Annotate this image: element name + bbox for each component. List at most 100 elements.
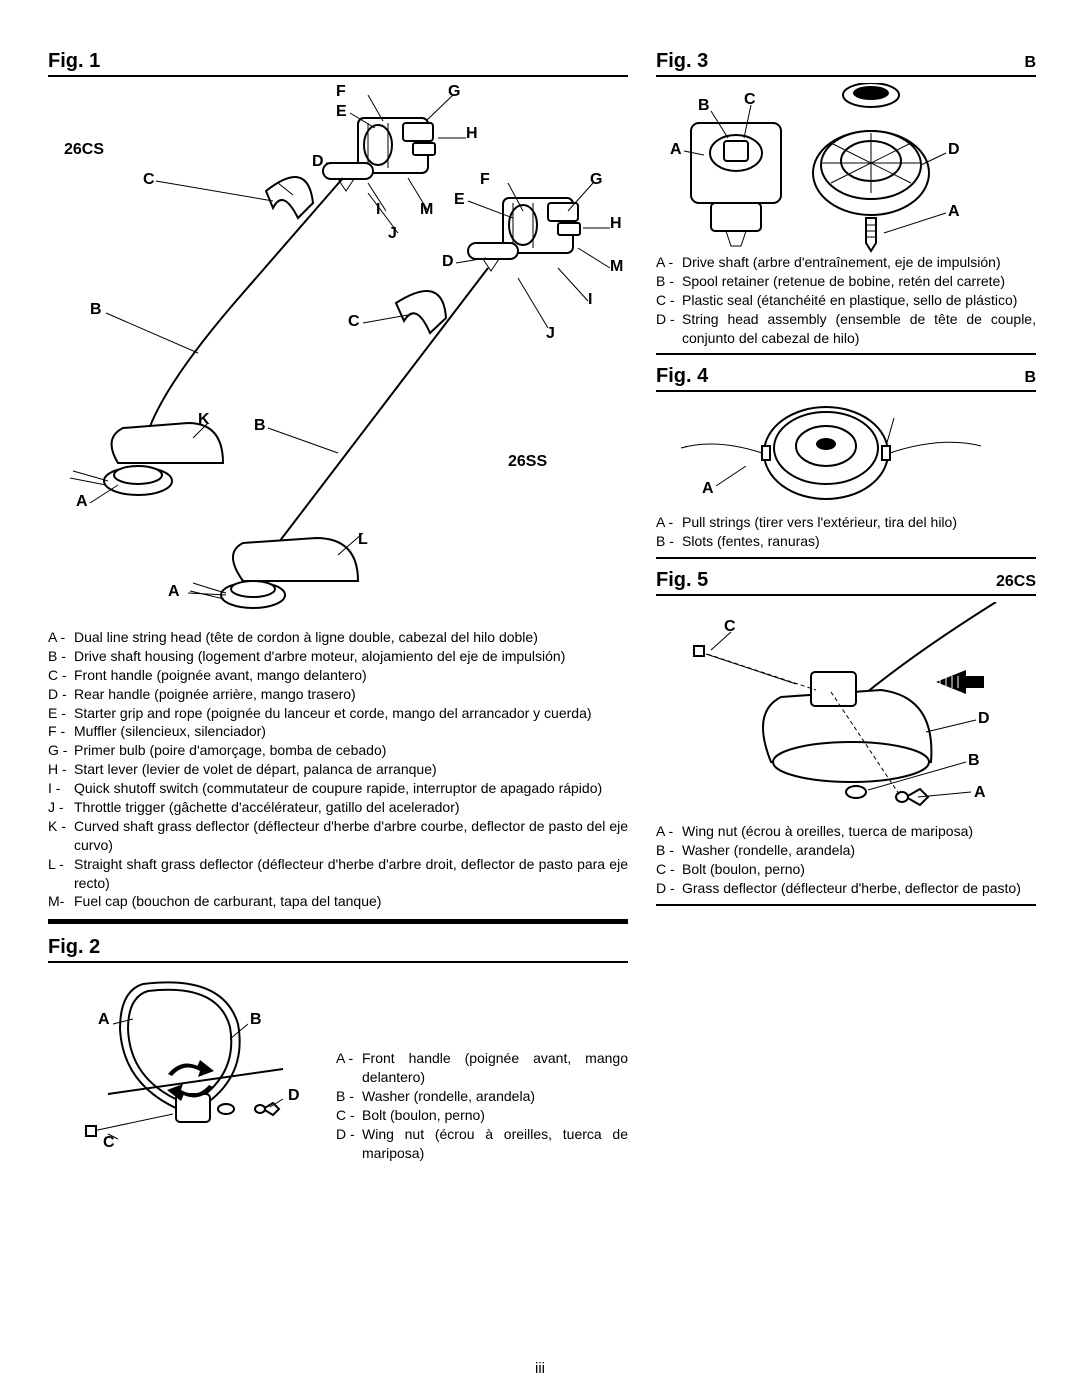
- fig5-title: Fig. 5: [656, 569, 708, 592]
- legend-row: A -Dual line string head (tête de cordon…: [48, 628, 628, 647]
- legend-row: I -Quick shutoff switch (commutateur de …: [48, 779, 628, 798]
- fig1-svg: [48, 83, 628, 628]
- legend-row: F -Muffler (silencieux, silenciador): [48, 722, 628, 741]
- legend-key: B -: [48, 647, 74, 666]
- legend-key: G -: [48, 741, 74, 760]
- fig3-header: Fig. 3 B: [656, 50, 1036, 77]
- fig1-header: Fig. 1: [48, 50, 628, 77]
- legend-key: A -: [656, 822, 682, 841]
- fig2-wrap: A B C D A -Front handle (poignée avant, …: [48, 969, 628, 1162]
- left-column: Fig. 1 26CS 26SS: [48, 50, 628, 1330]
- fig1-legend: A -Dual line string head (tête de cordon…: [48, 628, 628, 911]
- legend-row: K -Curved shaft grass deflector (déflect…: [48, 817, 628, 855]
- fig2-diagram: A B C D: [48, 969, 318, 1149]
- divider: [656, 904, 1036, 906]
- legend-key: D -: [336, 1125, 362, 1163]
- legend-row: D -String head assembly (ensemble de têt…: [656, 310, 1036, 348]
- legend-text: Plastic seal (étanchéité en plastique, s…: [682, 291, 1036, 310]
- fig5-diagram: C D B A: [656, 602, 1036, 822]
- legend-key: B -: [656, 532, 682, 551]
- fig3-legend: A -Drive shaft (arbre d'entraînement, ej…: [656, 253, 1036, 347]
- page: Fig. 1 26CS 26SS: [48, 50, 1032, 1330]
- legend-row: B -Washer (rondelle, arandela): [336, 1087, 628, 1106]
- legend-row: M-Fuel cap (bouchon de carburant, tapa d…: [48, 892, 628, 911]
- right-column: Fig. 3 B: [656, 50, 1036, 1330]
- legend-row: C -Bolt (boulon, perno): [656, 860, 1036, 879]
- legend-row: C -Bolt (boulon, perno): [336, 1106, 628, 1125]
- legend-key: A -: [656, 253, 682, 272]
- fig4-title: Fig. 4: [656, 365, 708, 388]
- legend-key: F -: [48, 722, 74, 741]
- fig4-diagram: A: [656, 398, 1036, 513]
- legend-text: Dual line string head (tête de cordon à …: [74, 628, 628, 647]
- legend-row: B -Slots (fentes, ranuras): [656, 532, 1036, 551]
- legend-row: A -Pull strings (tirer vers l'extérieur,…: [656, 513, 1036, 532]
- legend-row: D -Wing nut (écrou à oreilles, tuerca de…: [336, 1125, 628, 1163]
- legend-row: D -Rear handle (poignée arrière, mango t…: [48, 685, 628, 704]
- legend-key: B -: [656, 272, 682, 291]
- fig5-sub: 26CS: [996, 573, 1036, 591]
- legend-key: D -: [48, 685, 74, 704]
- legend-text: Bolt (boulon, perno): [362, 1106, 628, 1125]
- page-number: iii: [0, 1360, 1080, 1377]
- legend-text: Front handle (poignée avant, mango delan…: [362, 1049, 628, 1087]
- legend-key: L -: [48, 855, 74, 893]
- legend-text: Spool retainer (retenue de bobine, retén…: [682, 272, 1036, 291]
- legend-text: Primer bulb (poire d'amorçage, bomba de …: [74, 741, 628, 760]
- legend-text: Washer (rondelle, arandela): [362, 1087, 628, 1106]
- fig3-title: Fig. 3: [656, 50, 708, 73]
- legend-text: Fuel cap (bouchon de carburant, tapa del…: [74, 892, 628, 911]
- fig2-legend: A -Front handle (poignée avant, mango de…: [336, 969, 628, 1162]
- legend-row: A -Front handle (poignée avant, mango de…: [336, 1049, 628, 1087]
- legend-key: D -: [656, 879, 682, 898]
- legend-key: H -: [48, 760, 74, 779]
- fig3-diagram: A B C D A: [656, 83, 1036, 253]
- legend-text: Drive shaft housing (logement d'arbre mo…: [74, 647, 628, 666]
- legend-key: C -: [656, 860, 682, 879]
- legend-key: C -: [656, 291, 682, 310]
- fig5-legend: A -Wing nut (écrou à oreilles, tuerca de…: [656, 822, 1036, 898]
- legend-text: Slots (fentes, ranuras): [682, 532, 1036, 551]
- legend-text: Curved shaft grass deflector (déflecteur…: [74, 817, 628, 855]
- divider: [48, 919, 628, 924]
- legend-row: C -Front handle (poignée avant, mango de…: [48, 666, 628, 685]
- divider: [656, 557, 1036, 559]
- legend-row: L -Straight shaft grass deflector (défle…: [48, 855, 628, 893]
- legend-row: H -Start lever (levier de volet de dépar…: [48, 760, 628, 779]
- legend-text: Drive shaft (arbre d'entraînement, eje d…: [682, 253, 1036, 272]
- legend-key: M-: [48, 892, 74, 911]
- legend-text: Throttle trigger (gâchette d'accélérateu…: [74, 798, 628, 817]
- legend-row: B -Spool retainer (retenue de bobine, re…: [656, 272, 1036, 291]
- legend-row: A -Wing nut (écrou à oreilles, tuerca de…: [656, 822, 1036, 841]
- legend-key: B -: [336, 1087, 362, 1106]
- legend-row: E -Starter grip and rope (poignée du lan…: [48, 704, 628, 723]
- legend-key: D -: [656, 310, 682, 348]
- legend-key: C -: [48, 666, 74, 685]
- fig1-title: Fig. 1: [48, 50, 100, 73]
- divider: [656, 353, 1036, 355]
- fig1-model-cs: 26CS: [64, 141, 104, 159]
- legend-key: A -: [48, 628, 74, 647]
- fig2-header: Fig. 2: [48, 936, 628, 963]
- legend-row: D -Grass deflector (déflecteur d'herbe, …: [656, 879, 1036, 898]
- legend-text: Straight shaft grass deflector (déflecte…: [74, 855, 628, 893]
- legend-row: C -Plastic seal (étanchéité en plastique…: [656, 291, 1036, 310]
- legend-text: Pull strings (tirer vers l'extérieur, ti…: [682, 513, 1036, 532]
- legend-key: A -: [336, 1049, 362, 1087]
- fig1-diagram: 26CS 26SS: [48, 83, 628, 628]
- legend-text: String head assembly (ensemble de tête d…: [682, 310, 1036, 348]
- legend-text: Starter grip and rope (poignée du lanceu…: [74, 704, 628, 723]
- legend-text: Quick shutoff switch (commutateur de cou…: [74, 779, 628, 798]
- fig4-header: Fig. 4 B: [656, 365, 1036, 392]
- fig2-title: Fig. 2: [48, 936, 100, 959]
- legend-row: G -Primer bulb (poire d'amorçage, bomba …: [48, 741, 628, 760]
- legend-text: Wing nut (écrou à oreilles, tuerca de ma…: [682, 822, 1036, 841]
- legend-text: Rear handle (poignée arrière, mango tras…: [74, 685, 628, 704]
- fig4-legend: A -Pull strings (tirer vers l'extérieur,…: [656, 513, 1036, 551]
- fig1-model-ss: 26SS: [508, 453, 547, 471]
- legend-key: B -: [656, 841, 682, 860]
- legend-row: J -Throttle trigger (gâchette d'accéléra…: [48, 798, 628, 817]
- legend-text: Muffler (silencieux, silenciador): [74, 722, 628, 741]
- legend-row: B -Washer (rondelle, arandela): [656, 841, 1036, 860]
- legend-text: Bolt (boulon, perno): [682, 860, 1036, 879]
